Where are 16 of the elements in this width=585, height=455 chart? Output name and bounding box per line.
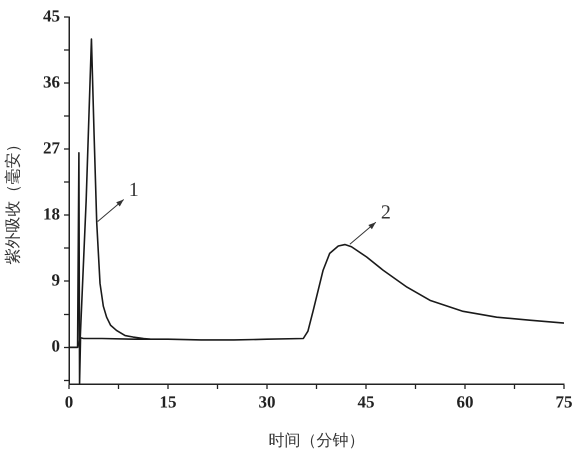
x-tick-label: 60	[456, 392, 474, 412]
y-axis-title: 紫外吸收（毫安）	[4, 136, 22, 264]
y-tick-label: 27	[43, 138, 60, 158]
y-tick-label: 18	[43, 204, 60, 224]
y-tick-label: 9	[52, 270, 60, 290]
x-tick-label: 75	[556, 392, 572, 412]
x-tick-label: 45	[358, 392, 374, 412]
annotation: 1	[128, 178, 139, 201]
x-tick-label: 0	[64, 392, 74, 412]
x-tick-label: 15	[160, 392, 176, 412]
annotation: 2	[380, 202, 391, 224]
x-axis-title: 时间（分钟）	[268, 432, 364, 450]
y-tick-label: 0	[52, 336, 60, 356]
y-tick-label: 45	[43, 6, 60, 26]
x-tick-label: 30	[258, 392, 276, 412]
y-tick-label: 36	[43, 72, 60, 92]
